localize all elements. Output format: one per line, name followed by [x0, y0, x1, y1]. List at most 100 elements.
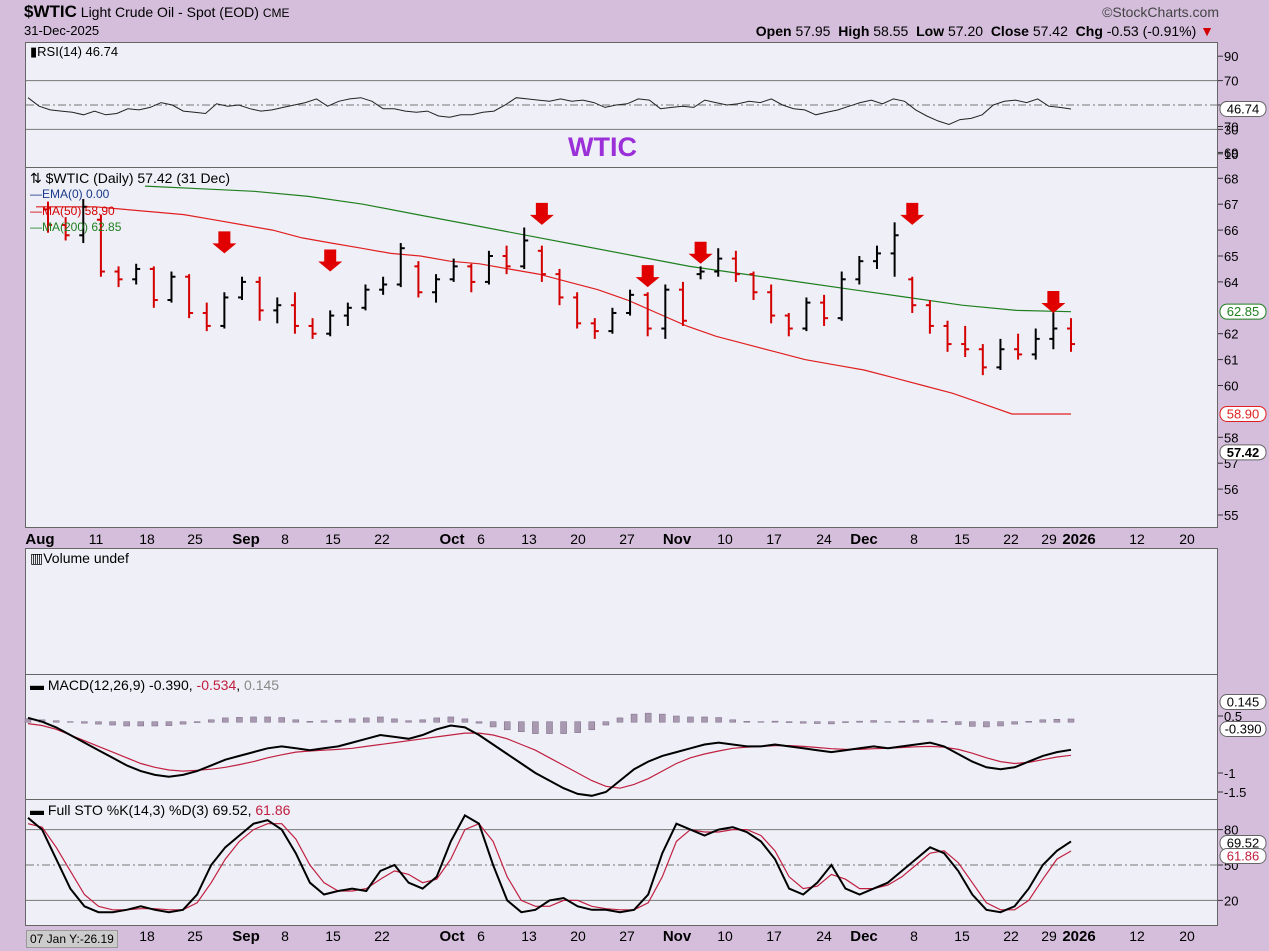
- macd-histogram-bar: [405, 720, 412, 723]
- macd-histogram-bar: [856, 720, 863, 723]
- x-axis-label: Sep: [232, 531, 260, 548]
- sto-title: ▬ Full STO %K(14,3) %D(3) 69.52, 61.86: [30, 802, 291, 818]
- macd-histogram-bar: [109, 721, 116, 726]
- price-axis-tick-label: 64: [1224, 275, 1238, 290]
- macd-histogram-bar: [179, 721, 187, 725]
- price-axis-tick-label: 60: [1224, 379, 1238, 394]
- macd-histogram-bar: [334, 719, 342, 723]
- resistance-arrow-icon: [529, 202, 554, 225]
- sto-legend-d: 61.86: [255, 802, 291, 818]
- macd-legend-histogram: 0.145: [244, 677, 280, 693]
- macd-histogram-bar: [306, 721, 314, 723]
- macd-histogram-bar: [348, 718, 356, 723]
- macd-line: [27, 716, 1072, 797]
- macd-histogram-bar: [123, 721, 130, 727]
- x-axis-label: 29: [1041, 531, 1057, 547]
- copyright[interactable]: ©StockCharts.com: [1102, 4, 1219, 20]
- macd-histogram-bar: [828, 721, 835, 725]
- x-axis-label: 18: [139, 531, 155, 547]
- macd-histogram-bar: [771, 720, 779, 723]
- rsi-line: [27, 97, 1072, 126]
- macd-histogram-last-value: 0.145: [1227, 695, 1260, 710]
- macd-last-value: -0.390: [1225, 722, 1262, 737]
- price-axis-tick-label: 65: [1224, 249, 1238, 264]
- volume-title-text: Volume undef: [43, 550, 129, 566]
- rsi-last-value: 46.74: [1227, 101, 1260, 116]
- open-label: Open: [755, 23, 792, 39]
- macd-histogram-bar: [574, 721, 581, 733]
- x-axis-label: Nov: [663, 531, 692, 548]
- macd-histogram-bar: [95, 721, 102, 725]
- macd-histogram-bar: [884, 721, 892, 723]
- macd-histogram-bar: [588, 721, 596, 731]
- macd-histogram-bar: [518, 721, 525, 732]
- macd-histogram-bar: [743, 721, 751, 723]
- x-axis-label-bottom: 25: [187, 928, 203, 944]
- macd-histogram-bar: [391, 718, 398, 723]
- macd-histogram-bar: [320, 720, 328, 723]
- macd-histogram-bar: [940, 721, 948, 723]
- macd-histogram-bar: [715, 717, 722, 723]
- ma200-last-value-box: [1219, 303, 1267, 320]
- x-axis-label: Aug: [25, 531, 54, 548]
- macd-histogram-bar: [236, 717, 243, 723]
- x-axis-label-bottom: Oct: [439, 928, 464, 945]
- rsi-last-value-box: [1219, 100, 1267, 117]
- legend-ema-text: EMA(0) 0.00: [42, 187, 110, 201]
- x-axis-label: 11: [89, 531, 104, 547]
- sto-legend-k: 69.52: [212, 802, 248, 818]
- close-last-value-box: [1219, 444, 1267, 461]
- macd-histogram-bar: [616, 717, 624, 723]
- macd-histogram-bar: [264, 716, 271, 723]
- macd-axis-tick-label: 0.5: [1224, 709, 1242, 724]
- sto-k-last-value: 69.52: [1227, 836, 1260, 851]
- price-axis-tick-label: 69: [1224, 145, 1238, 160]
- x-axis-label: 12: [1129, 531, 1145, 547]
- macd-histogram-bar: [701, 716, 708, 723]
- x-axis-label-bottom: 18: [139, 928, 155, 944]
- ma50-last-value-box: [1219, 405, 1267, 422]
- macd-histogram-bar: [475, 721, 483, 724]
- legend-ema: —EMA(0) 0.00: [30, 187, 110, 201]
- volume-panel[interactable]: [25, 548, 1218, 675]
- resistance-arrow-icon: [212, 231, 237, 254]
- resistance-arrow-icon: [900, 202, 925, 225]
- sto-axis-tick-label: 80: [1224, 823, 1238, 838]
- chg-down-icon: ▼: [1200, 23, 1214, 39]
- macd-histogram-bar: [842, 721, 849, 723]
- x-axis-label: 8: [910, 531, 918, 547]
- x-axis-label-bottom: 24: [816, 928, 832, 944]
- macd-histogram-bar: [1053, 718, 1061, 723]
- macd-histogram-bar: [870, 720, 877, 723]
- macd-histogram-bar: [1067, 718, 1075, 723]
- chart-date: 31-Dec-2025: [24, 23, 100, 38]
- price-axis-tick-label: 56: [1224, 482, 1238, 497]
- macd-histogram-bar: [954, 721, 962, 725]
- macd-axis-tick-label: -1: [1224, 766, 1236, 781]
- price-panel[interactable]: [25, 167, 1218, 528]
- price-axis-tick-label: 70: [1224, 120, 1238, 135]
- macd-histogram-bar: [983, 721, 990, 728]
- macd-histogram-bar: [898, 720, 906, 723]
- x-axis-label: 17: [766, 531, 782, 547]
- x-axis-label-bottom: 2026: [1062, 928, 1095, 945]
- x-axis-label: 20: [570, 531, 586, 547]
- x-axis-label: 22: [374, 531, 390, 547]
- macd-histogram-bar: [532, 721, 539, 734]
- macd-histogram-bar: [757, 721, 765, 723]
- resistance-arrow-icon: [318, 249, 343, 272]
- price-axis-tick-label: 67: [1224, 197, 1238, 212]
- sto-d-line: [27, 822, 1072, 911]
- x-axis-label: 10: [717, 531, 733, 547]
- ma50-last-value: 58.90: [1227, 406, 1260, 421]
- price-axis-tick-label: 66: [1224, 223, 1238, 238]
- x-axis-label: 27: [619, 531, 635, 547]
- sto-k-line: [27, 814, 1072, 914]
- macd-histogram-last-value-box: [1219, 694, 1267, 710]
- volume-title: ▥Volume undef: [30, 550, 129, 567]
- high-label: High: [838, 23, 870, 39]
- macd-histogram-bar: [461, 718, 469, 723]
- macd-histogram-bar: [433, 717, 440, 723]
- x-axis-label-bottom: 29: [1041, 928, 1057, 944]
